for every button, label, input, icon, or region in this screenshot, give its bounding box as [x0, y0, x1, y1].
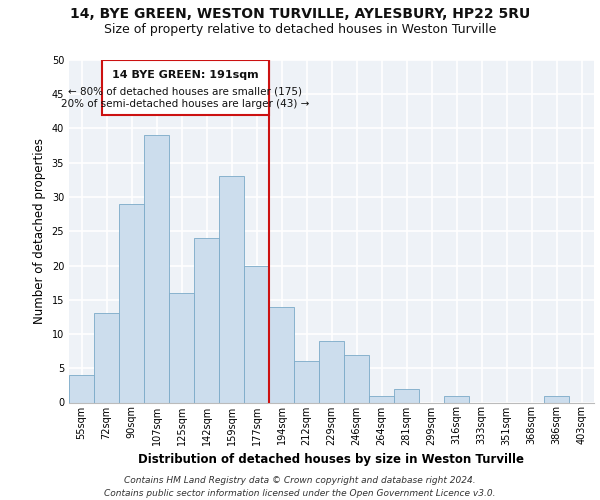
Bar [319, 341, 344, 402]
Bar [144, 136, 169, 402]
Text: ← 80% of detached houses are smaller (175): ← 80% of detached houses are smaller (17… [68, 86, 302, 97]
Bar [394, 389, 419, 402]
Bar [194, 238, 219, 402]
Text: Contains HM Land Registry data © Crown copyright and database right 2024.
Contai: Contains HM Land Registry data © Crown c… [104, 476, 496, 498]
FancyBboxPatch shape [101, 60, 269, 115]
Bar [69, 375, 94, 402]
Bar [94, 314, 119, 402]
Text: 14, BYE GREEN, WESTON TURVILLE, AYLESBURY, HP22 5RU: 14, BYE GREEN, WESTON TURVILLE, AYLESBUR… [70, 8, 530, 22]
Text: Size of property relative to detached houses in Weston Turville: Size of property relative to detached ho… [104, 22, 496, 36]
Text: 20% of semi-detached houses are larger (43) →: 20% of semi-detached houses are larger (… [61, 100, 310, 110]
Bar [269, 306, 294, 402]
X-axis label: Distribution of detached houses by size in Weston Turville: Distribution of detached houses by size … [139, 453, 524, 466]
Bar [219, 176, 244, 402]
Bar [369, 396, 394, 402]
Bar [444, 396, 469, 402]
Bar [244, 266, 269, 402]
Text: 14 BYE GREEN: 191sqm: 14 BYE GREEN: 191sqm [112, 70, 259, 80]
Bar [169, 293, 194, 403]
Bar [119, 204, 144, 402]
Bar [344, 354, 369, 403]
Y-axis label: Number of detached properties: Number of detached properties [33, 138, 46, 324]
Bar [544, 396, 569, 402]
Bar [294, 362, 319, 403]
